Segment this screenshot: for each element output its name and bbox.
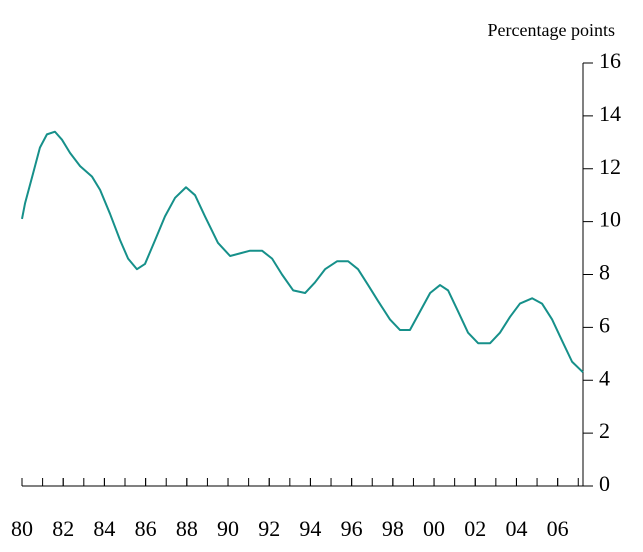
- x-tick-label: 94: [299, 516, 321, 541]
- y-tick-label: 6: [599, 312, 610, 337]
- x-tick-label: 84: [93, 516, 115, 541]
- x-tick-label: 96: [341, 516, 363, 541]
- y-axis-label: Percentage points: [488, 20, 615, 40]
- x-tick-label: 02: [464, 516, 486, 541]
- data-line: [21, 130, 584, 374]
- x-tick-label: 82: [52, 516, 74, 541]
- y-tick-label: 16: [599, 48, 621, 73]
- y-tick-label: 0: [599, 471, 610, 496]
- y-tick-label: 2: [599, 418, 610, 443]
- y-tick-label: 12: [599, 154, 621, 179]
- x-tick-label: 88: [176, 516, 198, 541]
- y-tick-label: 14: [599, 101, 621, 126]
- x-tick-label: 04: [505, 516, 527, 541]
- x-tick-label: 06: [547, 516, 569, 541]
- x-tick-label: 98: [382, 516, 404, 541]
- y-tick-label: 4: [599, 365, 610, 390]
- x-tick-label: 86: [135, 516, 157, 541]
- x-tick-label: 00: [423, 516, 445, 541]
- x-tick-label: 92: [258, 516, 280, 541]
- y-tick-label: 8: [599, 260, 610, 285]
- x-tick-label: 80: [11, 516, 33, 541]
- y-tick-label: 10: [599, 207, 621, 232]
- x-tick-label: 90: [217, 516, 239, 541]
